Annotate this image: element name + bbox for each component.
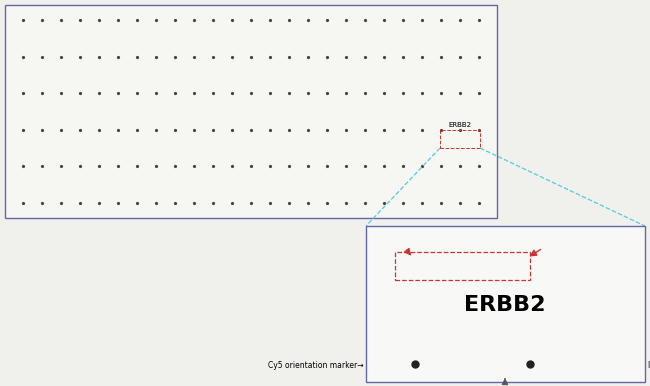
- Text: ERBB2: ERBB2: [448, 122, 471, 128]
- Bar: [5, 5, 497, 218]
- Text: IgG mix: IgG mix: [648, 361, 650, 369]
- Bar: [366, 226, 645, 382]
- Text: Cy5 orientation marker→: Cy5 orientation marker→: [268, 361, 364, 369]
- Text: ERBB2: ERBB2: [464, 295, 546, 315]
- Bar: [440, 130, 480, 148]
- Bar: [395, 252, 530, 280]
- Text: ERBB2: ERBB2: [448, 122, 471, 128]
